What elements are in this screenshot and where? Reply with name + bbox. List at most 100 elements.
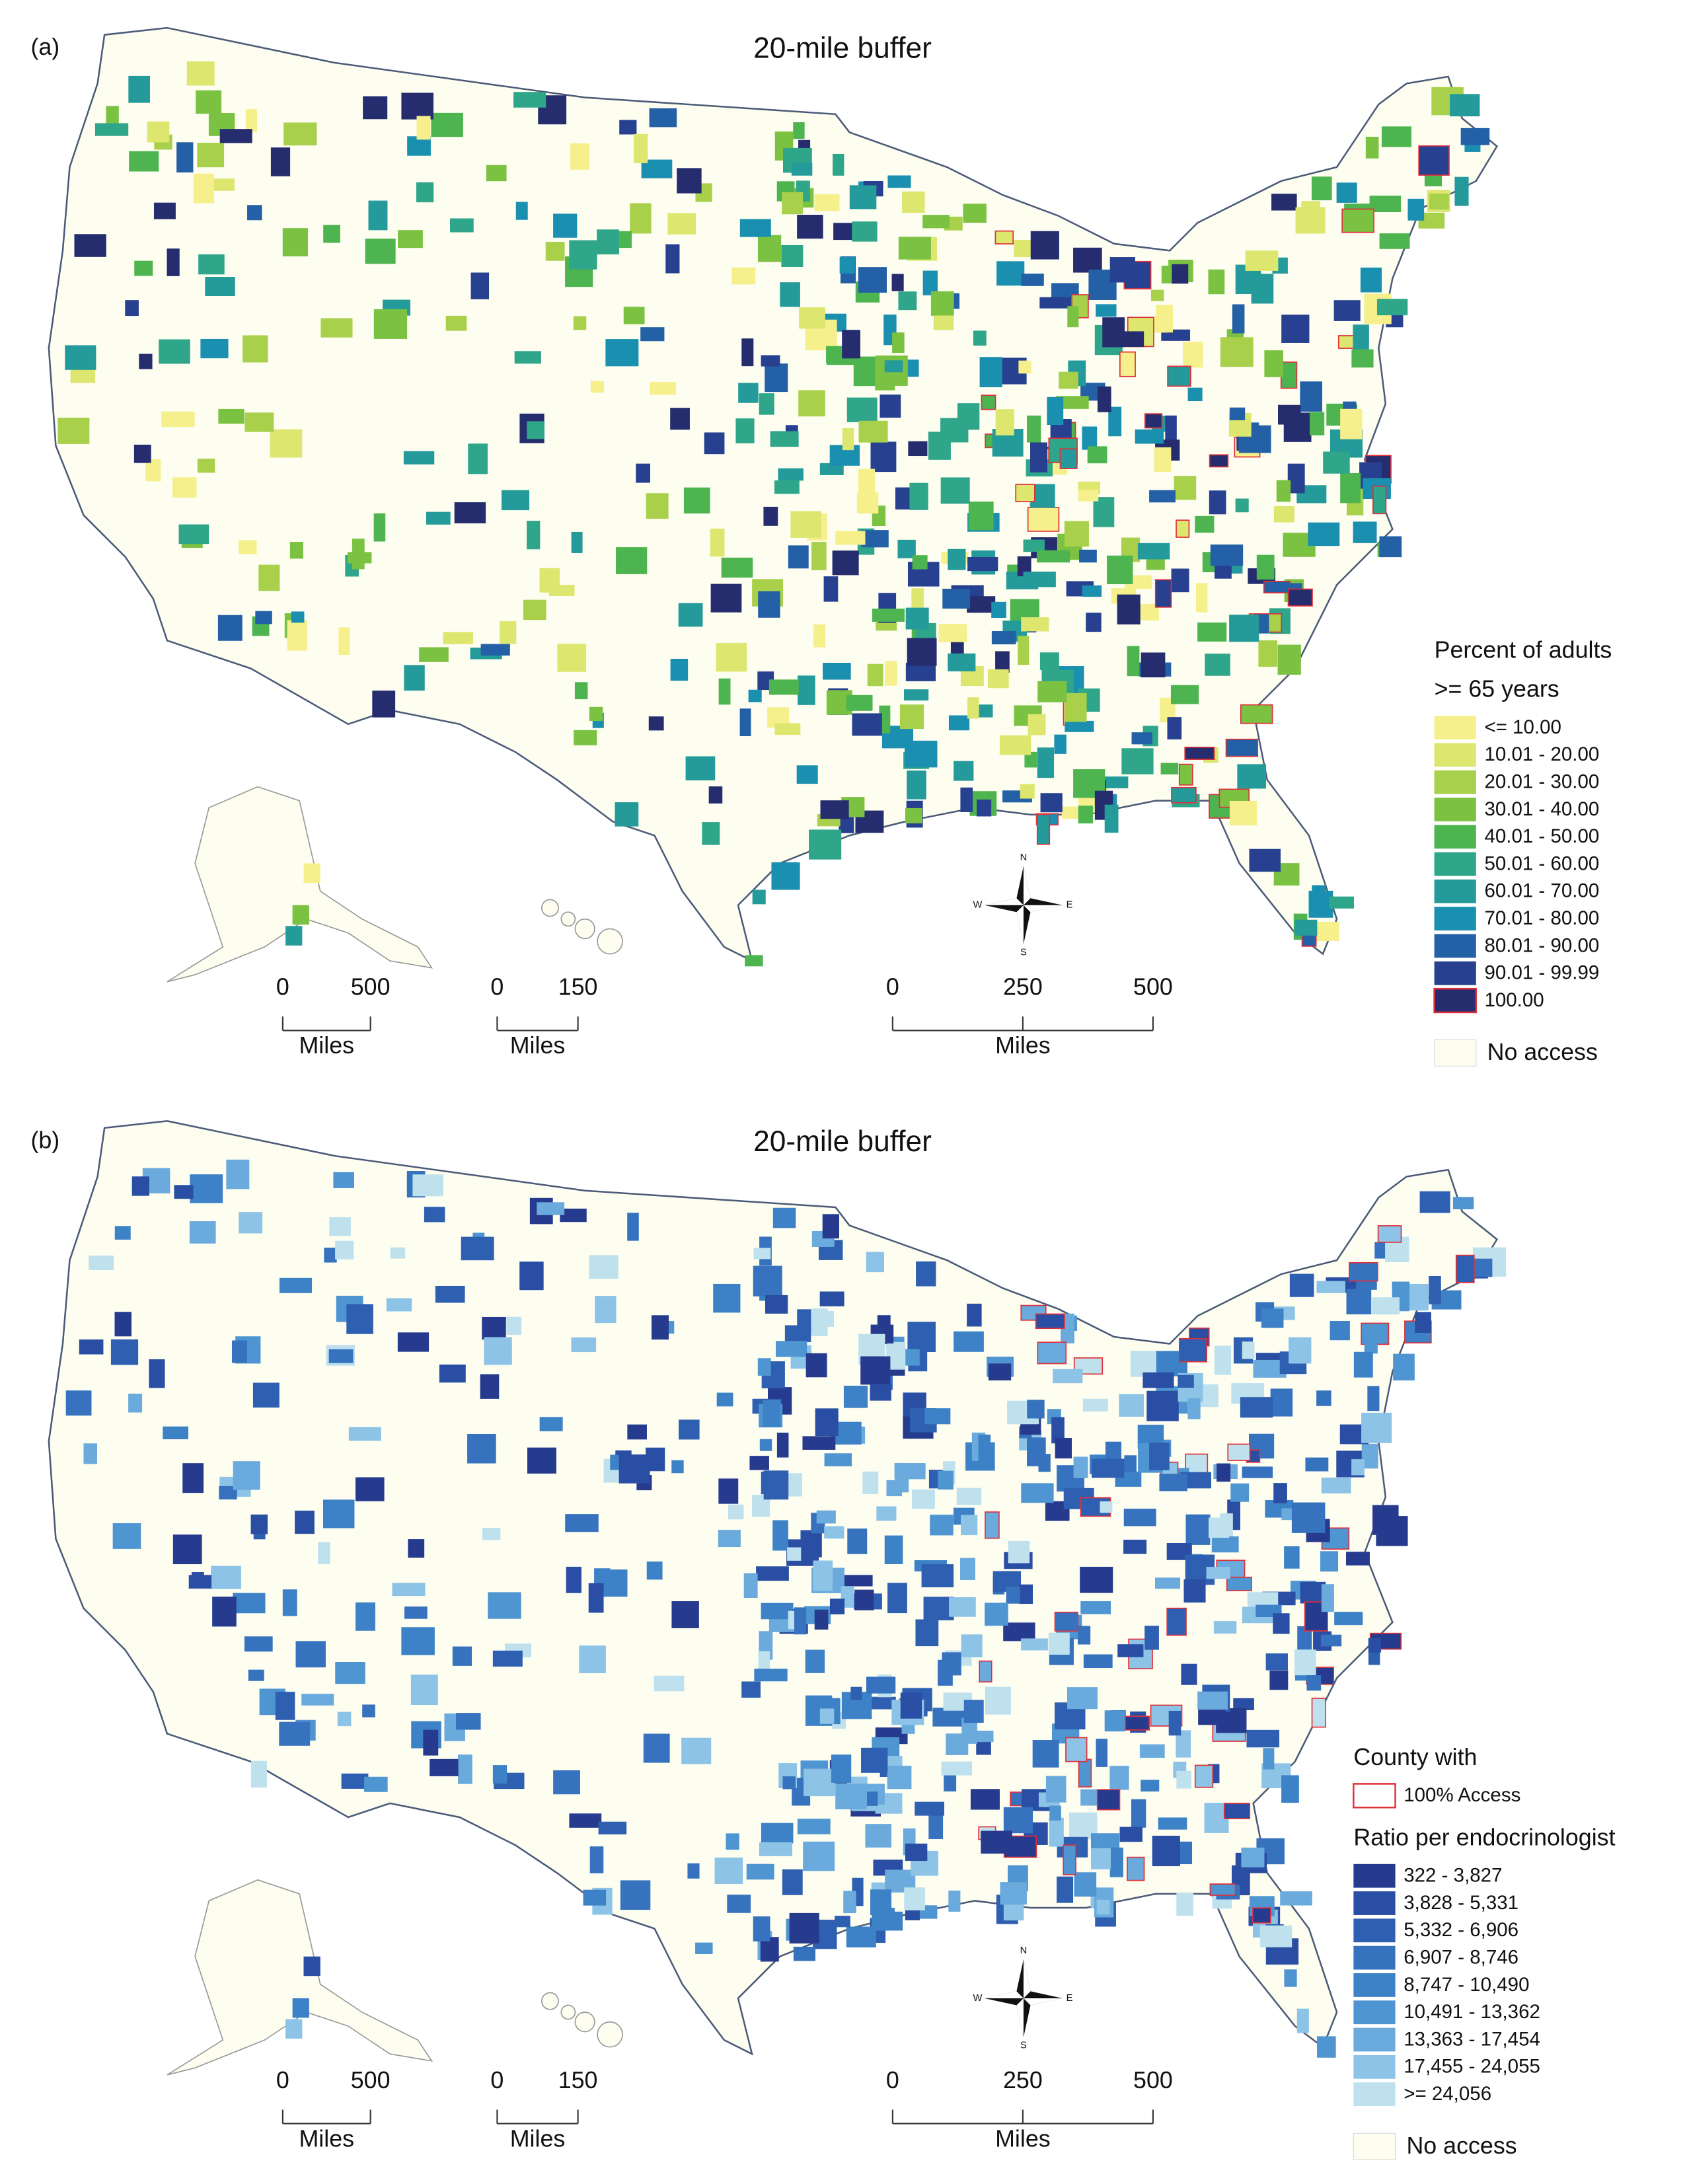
county-patch [1217,1463,1231,1482]
county-patch [782,192,804,215]
scale-unit: Miles [299,1032,354,1059]
county-patch [1317,2036,1336,2058]
county-patch [197,459,215,473]
scale-label: 0 [276,2067,289,2093]
county-patch [1351,1459,1365,1476]
county-patch [1176,1770,1191,1789]
county-patch [1346,1289,1372,1314]
county-patch [1037,747,1055,778]
county-patch [1364,1334,1378,1354]
county-patch [270,147,291,176]
county-patch [1032,1739,1059,1768]
county-patch [1393,1353,1415,1380]
county-patch [328,1349,354,1363]
county-patch [1419,1191,1450,1213]
county-patch [125,300,139,317]
county-patch [967,556,998,572]
county-patch [1176,1730,1191,1758]
county-patch [482,1527,501,1540]
scale-label: 150 [558,2067,598,2093]
county-patch [961,1515,978,1536]
county-patch [1246,1729,1280,1748]
county-patch [894,1463,926,1480]
county-patch [904,1887,925,1910]
county-patch [1080,1566,1113,1593]
county-patch [861,1747,888,1773]
county-patch [514,351,541,364]
compass-label: N [1020,1945,1028,1956]
county-patch [1172,264,1189,284]
county-patch [368,200,388,231]
county-patch [1209,490,1226,515]
county-patch [786,1473,802,1497]
county-patch [149,1359,165,1388]
county-patch [867,663,883,687]
county-patch [1209,1517,1230,1538]
county-patch [410,1675,438,1706]
county-patch [979,1660,992,1683]
county-patch [843,1385,868,1408]
county-patch [1079,549,1097,563]
county-patch [189,1221,216,1244]
legend-swatch [1434,934,1476,958]
legend-swatch [1433,1039,1477,1067]
legend-label: 13,363 - 17,454 [1404,2028,1540,2050]
county-patch [928,1811,944,1839]
county-patch [654,1675,685,1692]
legend-label: 5,332 - 6,906 [1404,1919,1518,1941]
county-patch [1321,1584,1334,1612]
county-patch [408,1539,425,1558]
county-patch [480,1374,500,1399]
county-patch [748,689,762,702]
county-patch [323,225,340,243]
county-patch [275,1692,295,1720]
compass-label: S [1020,947,1027,958]
county-patch [902,191,925,213]
county-patch [337,1712,352,1727]
county-patch [907,638,937,666]
county-patch [1183,1579,1206,1603]
county-patch [1167,717,1182,739]
county-patch [1150,289,1164,301]
county-patch [1336,182,1357,203]
county-patch [763,1400,781,1427]
county-patch [163,1426,189,1439]
legend-label: No access [1406,2132,1516,2159]
county-patch [710,584,742,613]
legend-label: >= 24,056 [1404,2083,1491,2105]
county-patch [537,1202,565,1215]
county-patch [1006,1587,1020,1604]
county-patch [948,1890,961,1912]
county-patch [948,715,970,731]
county-patch [1235,498,1249,513]
county-patch [1141,1780,1160,1792]
county-patch [1096,304,1117,317]
county-patch [1220,337,1254,367]
county-patch [640,327,665,342]
county-patch [1311,1698,1326,1728]
county-patch [870,1889,892,1915]
county-patch [1304,1601,1328,1632]
county-patch [1249,848,1281,872]
county-patch [1119,1394,1144,1417]
county-patch [819,1291,844,1306]
county-patch [1144,1626,1159,1650]
county-patch [1035,1313,1065,1330]
county-patch [1349,1261,1378,1282]
county-patch [1108,406,1122,437]
county-patch [954,761,974,781]
county-patch [771,862,800,890]
county-patch [667,213,696,235]
county-patch [1329,1321,1350,1341]
county-patch [862,1471,879,1494]
county-patch [412,1174,443,1197]
county-patch [933,315,954,330]
legend-swatch [1434,961,1476,985]
county-patch [1314,921,1339,942]
county-patch [513,92,546,108]
county-patch [193,173,214,204]
county-patch [239,540,257,554]
county-patch [182,1463,204,1493]
county-patch [439,1364,466,1383]
county-patch [784,1325,811,1342]
